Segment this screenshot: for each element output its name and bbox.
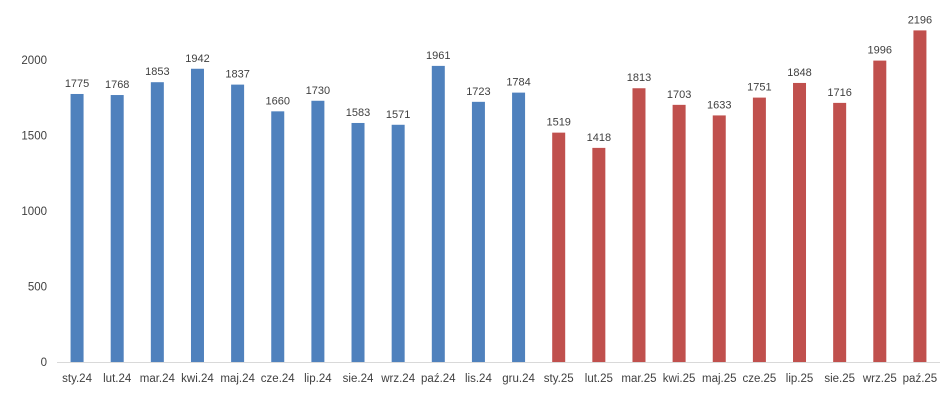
x-tick-label: lut.24	[103, 373, 132, 385]
bar-sie.24	[351, 122, 365, 362]
data-label: 1813	[627, 72, 651, 84]
x-tick-label: lis.24	[465, 373, 492, 385]
data-label: 1571	[386, 109, 410, 121]
data-label: 1418	[587, 132, 611, 144]
bar-kwi.24	[190, 68, 204, 362]
data-label: 1519	[546, 117, 570, 129]
x-tick-label: cze.24	[261, 373, 295, 385]
x-tick-label: cze.25	[742, 373, 776, 385]
x-tick-label: kwi.24	[181, 373, 214, 385]
bar-cze.25	[752, 97, 766, 362]
bars	[70, 30, 927, 363]
x-tick-label: sie.25	[824, 373, 855, 385]
x-tick-label: kwi.25	[663, 373, 696, 385]
x-tick-label: gru.24	[502, 373, 535, 385]
bar-sty.25	[552, 132, 566, 362]
bar-lip.24	[311, 100, 325, 363]
data-label: 1961	[426, 50, 450, 62]
y-tick-label: 1000	[21, 206, 47, 218]
bar-lis.24	[471, 101, 485, 362]
data-label: 1723	[466, 86, 490, 98]
data-label: 1768	[105, 79, 129, 91]
x-tick-label: sie.24	[343, 373, 374, 385]
data-label: 1996	[868, 45, 892, 57]
bar-kwi.25	[672, 104, 686, 362]
x-tick-label: paź.25	[903, 373, 938, 385]
bar-sty.24	[70, 93, 84, 362]
data-label: 1784	[506, 77, 530, 89]
data-label: 1716	[827, 87, 851, 99]
data-label: 1583	[346, 107, 370, 119]
x-tick-label: wrz.24	[380, 373, 415, 385]
x-axis: sty.24 lut.24 mar.24 kwi.24 maj.24 cze.24 lip.…	[57, 362, 940, 385]
x-tick-label: sty.24	[62, 373, 92, 385]
bar-wrz.24	[391, 124, 405, 362]
bar-paź.25	[913, 30, 927, 363]
x-tick-label: lut.25	[585, 373, 613, 385]
data-label: 1853	[145, 66, 169, 78]
data-label: 1660	[266, 95, 290, 107]
bar-maj.24	[231, 84, 245, 363]
y-tick-label: 1500	[21, 131, 47, 143]
bar-paź.24	[431, 65, 445, 362]
bar-sie.25	[833, 102, 847, 362]
data-label: 2196	[908, 14, 932, 26]
data-label: 1703	[667, 89, 691, 101]
bar-cze.24	[271, 111, 285, 362]
x-tick-label: mar.24	[140, 373, 176, 385]
x-tick-label: wrz.25	[862, 373, 897, 385]
x-tick-label: lip.25	[786, 373, 814, 385]
data-label: 1730	[306, 85, 330, 97]
x-tick-label: maj.24	[220, 373, 255, 385]
bar-lut.24	[110, 95, 124, 362]
bar-maj.25	[712, 115, 726, 362]
data-label: 1848	[787, 67, 811, 79]
data-label: 1633	[707, 99, 731, 111]
y-axis: 0 500 1000 1500 2000	[21, 55, 47, 369]
bar-lut.25	[592, 147, 606, 362]
bar-mar.25	[632, 88, 646, 363]
x-tick-label: paź.24	[421, 373, 456, 385]
x-tick-label: lip.24	[304, 373, 332, 385]
bar-lip.25	[793, 82, 807, 362]
y-tick-label: 500	[28, 282, 47, 294]
bar-mar.24	[150, 82, 164, 362]
data-labels: 1775 1768 1853 1942 1837 1660 1730 1583 1571 1961…	[65, 14, 932, 143]
data-label: 1837	[225, 69, 249, 81]
data-label: 1775	[65, 78, 89, 90]
y-tick-label: 0	[41, 357, 47, 369]
bar-gru.24	[512, 92, 526, 363]
data-label: 1942	[185, 53, 209, 65]
x-tick-label: maj.25	[702, 373, 737, 385]
y-tick-label: 2000	[21, 55, 47, 67]
x-tick-label: sty.25	[544, 373, 574, 385]
data-label: 1751	[747, 82, 771, 94]
x-tick-label: mar.25	[621, 373, 656, 385]
bar-wrz.25	[873, 60, 887, 362]
